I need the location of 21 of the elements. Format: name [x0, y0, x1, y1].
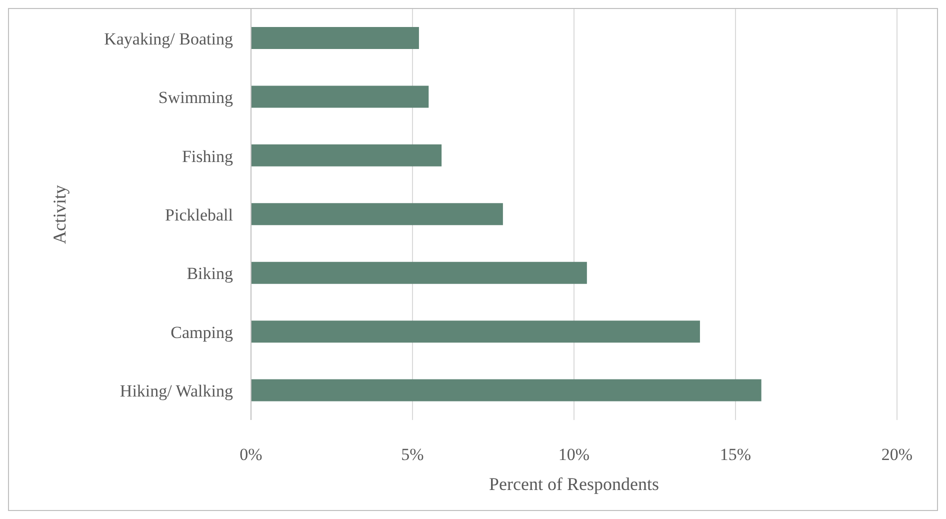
bar [251, 86, 429, 108]
bar [251, 320, 700, 343]
x-tick-label: 20% [881, 445, 913, 464]
y-tick-label: Kayaking/ Boating [104, 29, 234, 48]
x-tick-label: 0% [240, 445, 262, 464]
x-tick-label: 15% [720, 445, 752, 464]
x-tick-label: 10% [558, 445, 590, 464]
bar [251, 144, 442, 166]
y-axis-title: Activity [49, 185, 70, 244]
y-tick-label: Fishing [182, 146, 234, 166]
x-tick-label: 5% [401, 445, 424, 464]
bar [251, 203, 503, 226]
y-tick-label: Hiking/ Walking [120, 382, 234, 401]
bar [251, 27, 419, 49]
y-tick-label: Swimming [158, 88, 234, 108]
y-tick-label: Biking [186, 264, 234, 284]
y-tick-label: Camping [170, 322, 234, 342]
x-axis-title: Percent of Respondents [489, 474, 659, 494]
bar [251, 379, 762, 402]
bar [251, 262, 587, 284]
y-tick-label: Pickleball [165, 206, 234, 225]
